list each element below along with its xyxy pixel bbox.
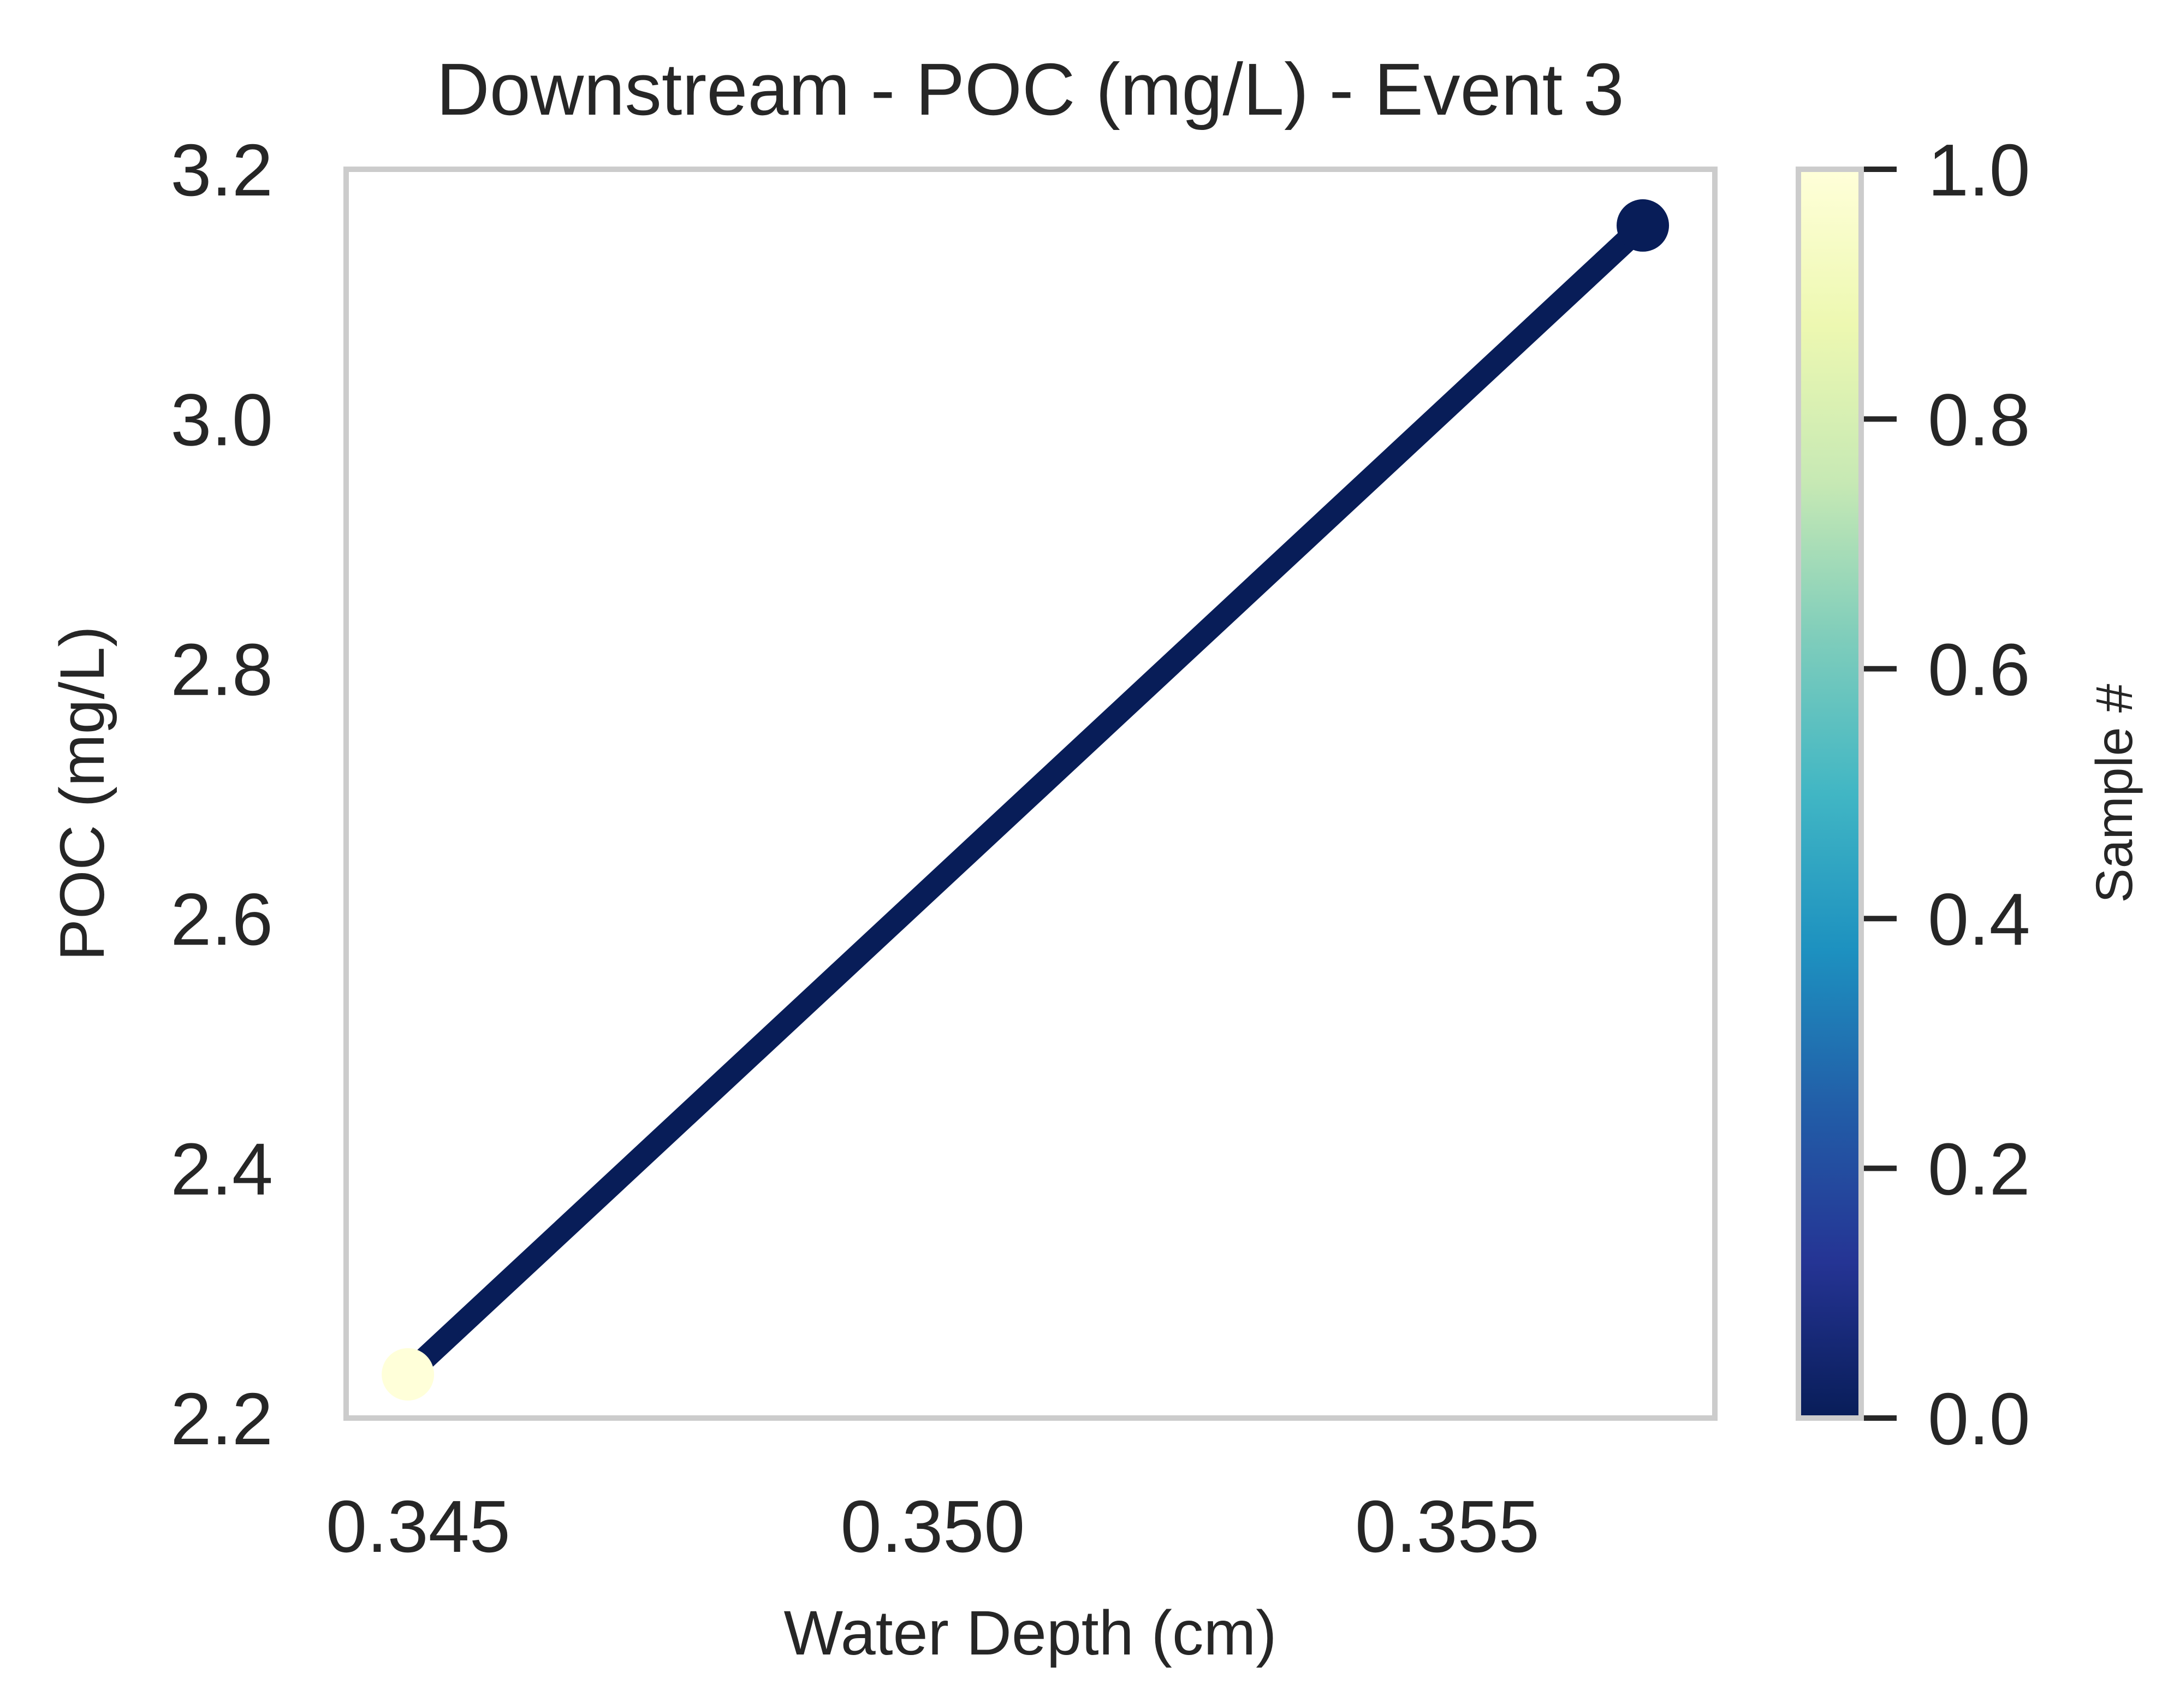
data-point — [1617, 199, 1670, 252]
x-tick-label: 0.350 — [841, 1485, 1025, 1568]
y-tick-label: 2.6 — [170, 878, 273, 960]
y-tick-label: 2.4 — [170, 1128, 273, 1211]
x-tick-label: 0.345 — [326, 1485, 510, 1568]
colorbar-tick-label: 0.8 — [1928, 378, 2030, 461]
colorbar-ticks: 0.0 0.2 0.4 0.6 0.8 1.0 — [1864, 129, 2030, 1460]
plot-area: 0.345 0.350 0.355 2.2 2.4 2.6 2.8 3.0 3.2 — [170, 129, 1718, 1568]
colorbar: 0.0 0.2 0.4 0.6 0.8 1.0 Sample # — [1796, 129, 2143, 1460]
y-axis-label: POC (mg/L) — [47, 626, 117, 960]
colorbar-tick-label: 0.2 — [1928, 1128, 2030, 1211]
chart-title: Downstream - POC (mg/L) - Event 3 — [436, 48, 1624, 131]
y-tick-label: 3.2 — [170, 129, 273, 211]
y-axis-ticks: 2.2 2.4 2.6 2.8 3.0 3.2 — [170, 129, 273, 1460]
colorbar-tick-label: 1.0 — [1928, 129, 2030, 211]
colorbar-tick-label: 0.4 — [1928, 878, 2030, 960]
colorbar-tick-label: 0.0 — [1928, 1378, 2030, 1460]
x-axis-label: Water Depth (cm) — [783, 1598, 1276, 1668]
colorbar-gradient — [1796, 167, 1864, 1421]
x-tick-label: 0.355 — [1355, 1485, 1540, 1568]
x-axis-ticks: 0.345 0.350 0.355 — [326, 1485, 1540, 1568]
y-tick-label: 2.2 — [170, 1378, 273, 1460]
data-series — [382, 199, 1670, 1401]
data-point — [382, 1348, 435, 1401]
y-tick-label: 3.0 — [170, 378, 273, 461]
colorbar-tick-label: 0.6 — [1928, 628, 2030, 711]
colorbar-label: Sample # — [2086, 684, 2143, 903]
series-line — [400, 217, 1651, 1383]
y-tick-label: 2.8 — [170, 628, 273, 711]
